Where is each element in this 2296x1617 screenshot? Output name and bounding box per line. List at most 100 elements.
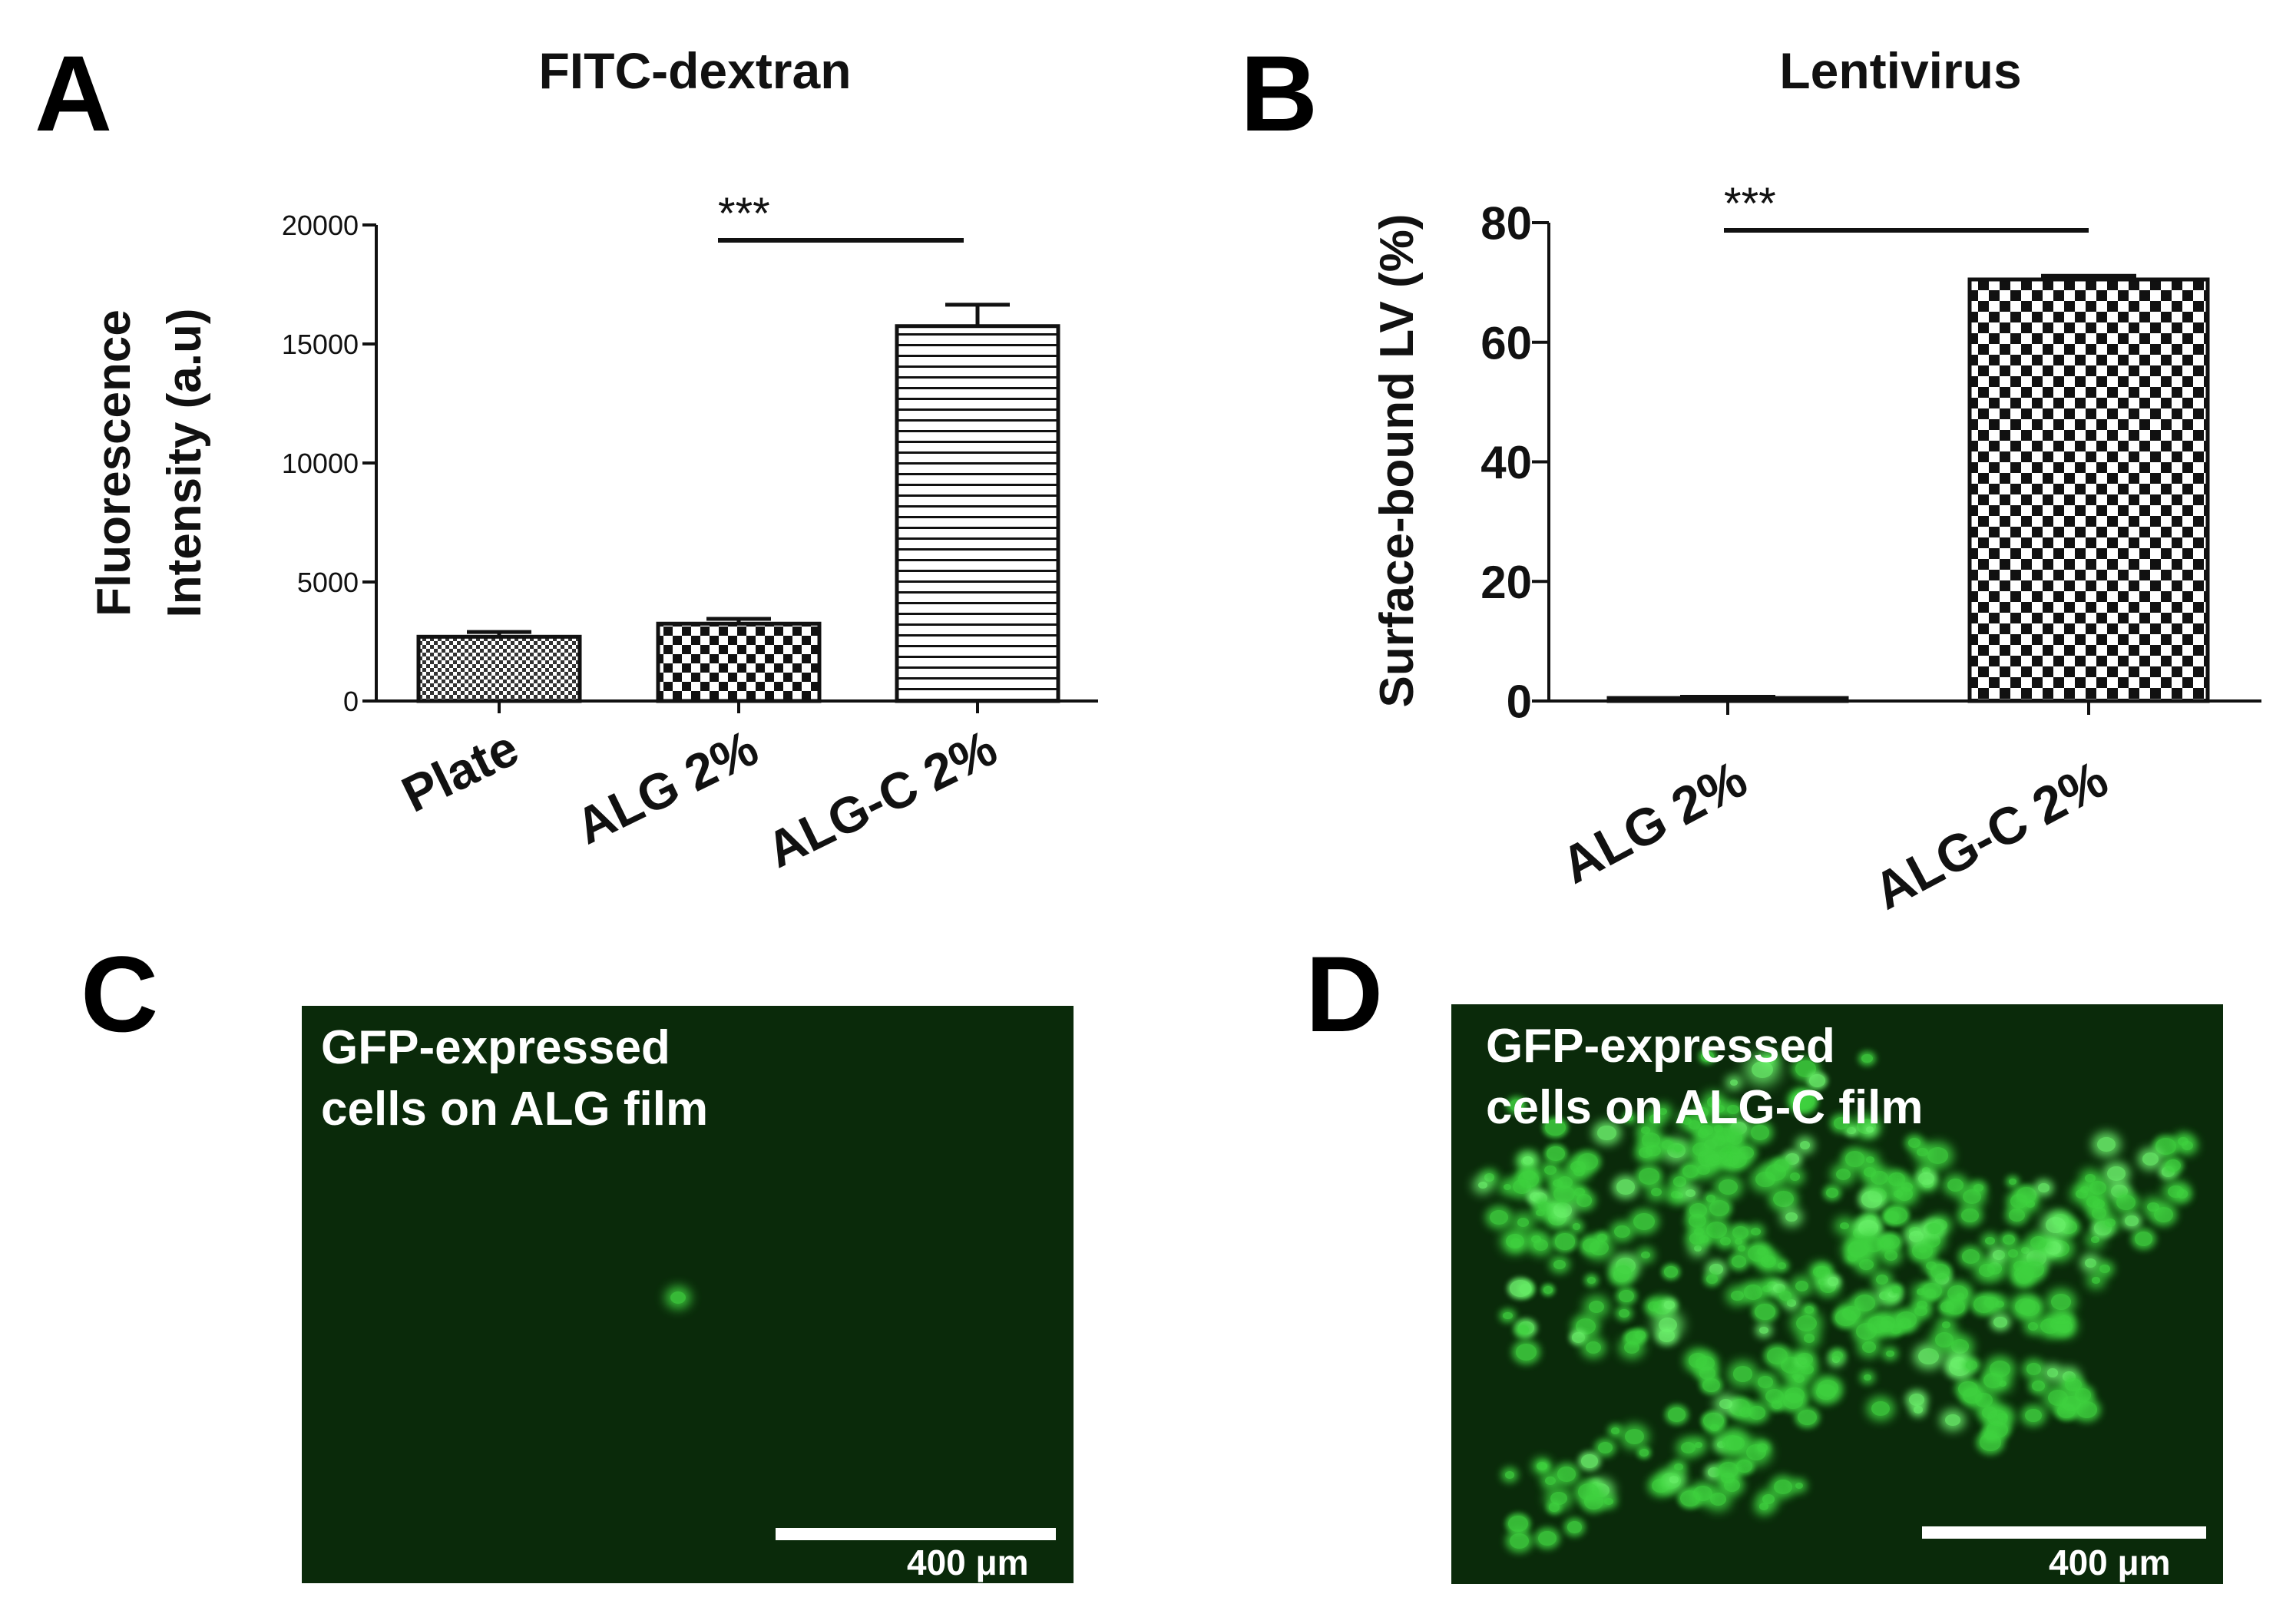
gfp-cell (1765, 1388, 1785, 1404)
gfp-cell (1510, 1279, 1531, 1297)
gfp-cell (1696, 1106, 1709, 1118)
gfp-cell (1845, 1151, 1865, 1167)
gfp-cell (1700, 1050, 1715, 1062)
gfp-cell (1698, 1149, 1719, 1167)
gfp-cell (1891, 1286, 1901, 1294)
gfp-cell (1854, 1294, 1875, 1311)
gfp-cell (1913, 1406, 1924, 1414)
gfp-cell (1719, 1236, 1732, 1246)
gfp-cell (2020, 1246, 2030, 1254)
gfp-cell (1751, 1227, 1762, 1236)
gfp-cell (1618, 1290, 1634, 1303)
gfp-cell (1537, 1530, 1557, 1546)
gfp-cell (1733, 1366, 1753, 1382)
gfp-cell (1908, 1230, 1924, 1243)
micrograph-d-label: GFP-expressed cells on ALG-C film (1486, 1020, 1924, 1134)
gfp-cell (2030, 1235, 2046, 1249)
gfp-cell (1489, 1209, 1509, 1225)
gfp-cell (1544, 1165, 1557, 1176)
gfp-cell (1865, 1215, 1876, 1224)
gfp-cell (1510, 1099, 1524, 1111)
gfp-cell (1703, 1412, 1724, 1429)
gfp-cell (2142, 1152, 2159, 1166)
gfp-cell (1767, 1281, 1778, 1290)
bar-1 (416, 634, 582, 703)
gfp-cell (1927, 1222, 1941, 1234)
gfp-cell (2027, 1322, 2038, 1331)
gfp-cell (1795, 1281, 1809, 1291)
gfp-cell (1982, 1407, 1997, 1419)
gfp-cell (1833, 1117, 1848, 1129)
gfp-cell (1825, 1187, 1839, 1198)
gfp-cell (1997, 1412, 2008, 1421)
micrograph-alg-film: GFP-expressed cells on ALG film 400 μm (302, 1006, 1074, 1583)
gfp-cell (1553, 1259, 1566, 1270)
gfp-cell (1574, 1188, 1586, 1197)
gfp-cell (1716, 1441, 1725, 1449)
gfp-cell (1610, 1427, 1619, 1435)
gfp-cell (1672, 1176, 1686, 1187)
gfp-cell (2153, 1206, 2173, 1222)
chart-b-lentivirus: Lentivirus 0 20 40 60 80 Surface-bound LV (%) A… (1371, 42, 2261, 921)
gfp-cell (1758, 1502, 1768, 1510)
gfp-cell (2008, 1179, 2017, 1185)
micrograph-c-label: GFP-expressed cells on ALG film (321, 1021, 709, 1136)
gfp-cell (1916, 1147, 1928, 1157)
gfp-cell (1507, 1516, 1528, 1532)
gfp-cell (2116, 1194, 2136, 1210)
gfp-cell (1856, 1323, 1877, 1340)
gfp-cell (1510, 1238, 1522, 1248)
x-tick-label: ALG 2% (1552, 749, 1756, 895)
gfp-cell (1796, 1315, 1818, 1332)
gfp-cell (1797, 1410, 1817, 1426)
gfp-cell (1947, 1178, 1964, 1192)
scale-bar-c-label: 400 μm (907, 1543, 1029, 1582)
gfp-cell (2107, 1166, 2126, 1181)
gfp-cell (2065, 1378, 2082, 1392)
gfp-cell (1727, 1104, 1739, 1115)
gfp-cell (1623, 1341, 1639, 1354)
y-tick-label: 0 (343, 686, 359, 717)
gfp-cell (1774, 1480, 1792, 1495)
gfp-cell (2085, 1174, 2096, 1183)
gfp-cell (1597, 1125, 1617, 1141)
gfp-cell (1503, 1183, 1511, 1190)
gfp-cell (1699, 1367, 1716, 1381)
gfp-cell (2045, 1216, 2066, 1234)
gfp-cell (1966, 1360, 1978, 1370)
x-tick-label: ALG 2% (567, 719, 766, 855)
chart-a-fitc-dextran: FITC-dextran 0 5000 10000 15000 20000 Fluoresc… (88, 42, 1098, 878)
gfp-cell (1530, 1235, 1541, 1244)
gfp-cell (2125, 1215, 2139, 1227)
gfp-cell (1993, 1317, 2007, 1328)
gfp-cell (1878, 1320, 1894, 1333)
gfp-cell (1567, 1520, 1583, 1533)
gfp-cell (1737, 1146, 1755, 1160)
gfp-cell (1706, 1222, 1728, 1238)
gfp-cell (1865, 1156, 1875, 1163)
gfp-cell (1858, 1219, 1878, 1236)
gfp-cell (1861, 1191, 1882, 1208)
gfp-cell (1598, 1442, 1613, 1454)
gfp-cell (1759, 1327, 1769, 1334)
gfp-cell (1662, 1140, 1673, 1150)
gfp-cell (1730, 1079, 1739, 1086)
gfp-cell (1847, 1242, 1868, 1258)
gfp-cell (1827, 1277, 1839, 1286)
gfp-cell (1624, 1429, 1645, 1445)
gfp-cell (1723, 1478, 1740, 1492)
gfp-cell (1887, 1172, 1906, 1186)
x-tick-label: ALG-C 2% (758, 719, 1005, 878)
y-axis-label: Fluorescence Intensity (a.u) (88, 308, 211, 617)
gfp-cell (1586, 1341, 1602, 1354)
gfp-cell (1756, 1248, 1766, 1256)
gfp-cell (1941, 1321, 1951, 1329)
gfp-cell (2076, 1401, 2098, 1418)
gfp-cell (1895, 1311, 1917, 1328)
gfp-cell (1762, 1494, 1775, 1504)
gfp-cell (1530, 1192, 1541, 1201)
gfp-cell (2008, 1208, 2025, 1222)
gfp-cell (2176, 1189, 2188, 1199)
gfp-cell (1989, 1360, 2010, 1377)
y-tick-label: 5000 (297, 567, 359, 598)
